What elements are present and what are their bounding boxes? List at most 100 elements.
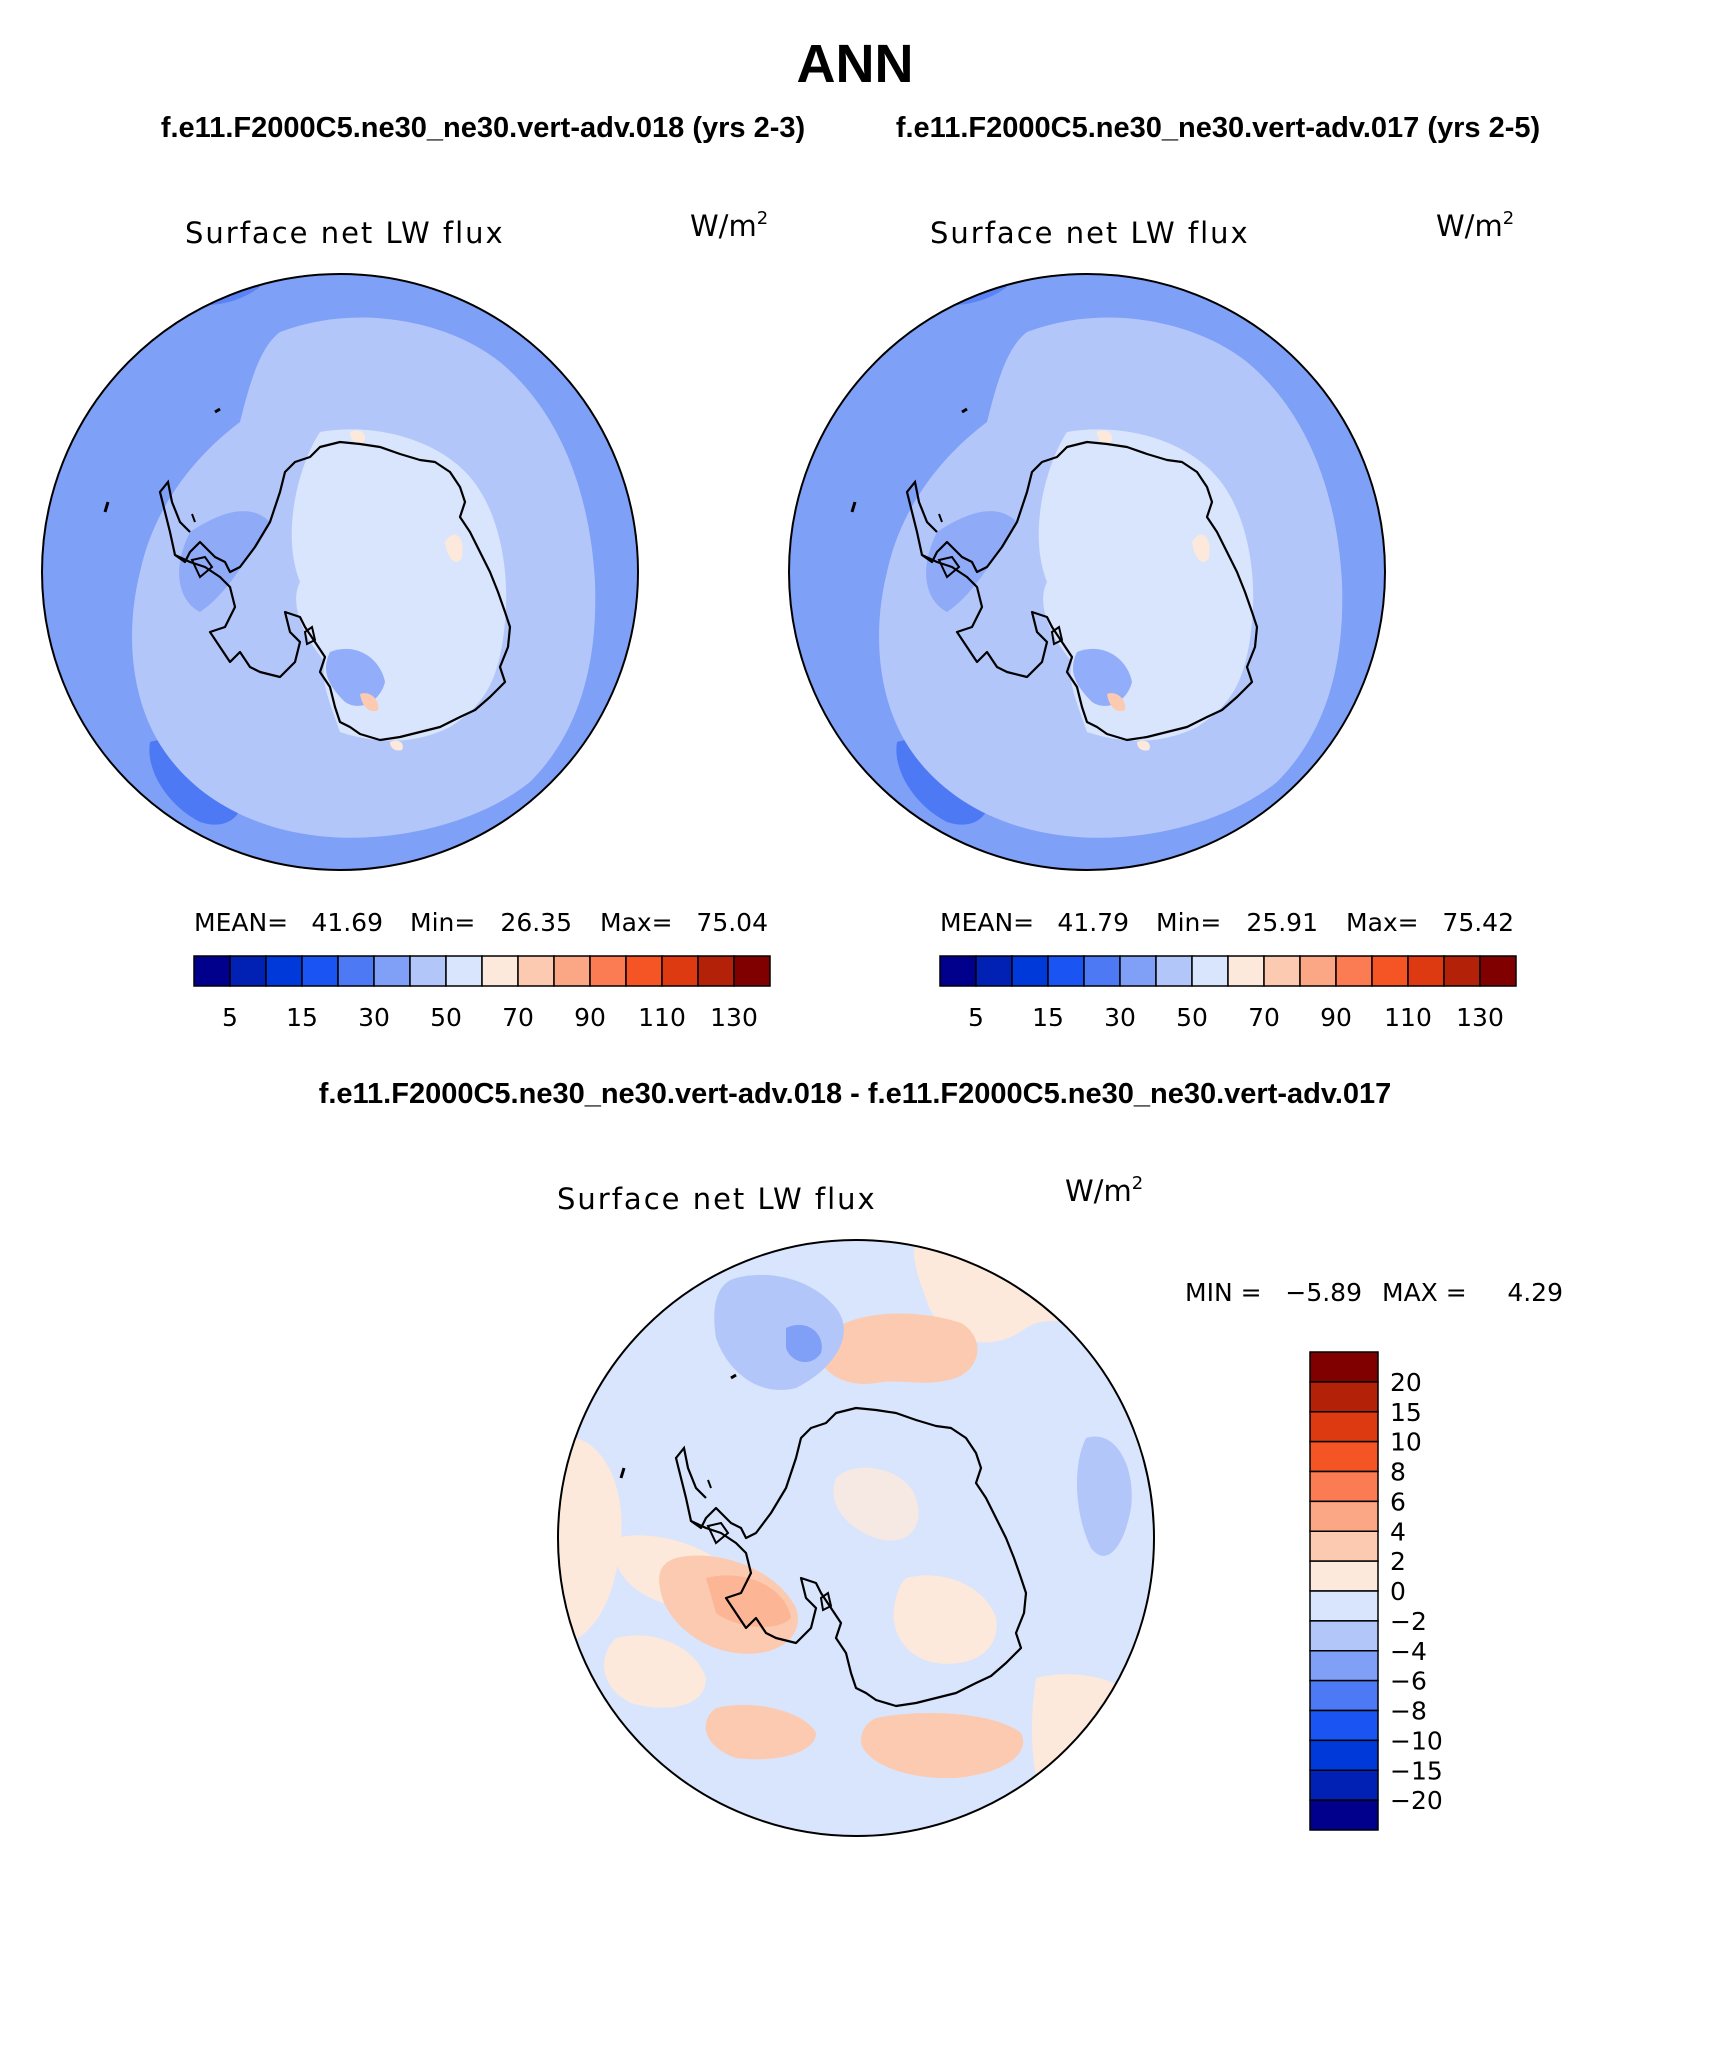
min-label-right: Min= bbox=[1156, 908, 1221, 937]
colorbar-swatch bbox=[1479, 955, 1517, 987]
figure-title: ANN bbox=[797, 34, 914, 94]
colorbar-swatch bbox=[1155, 955, 1193, 987]
panel-left: Surface net LW flux W/m2 MEAN= 41.69 Min… bbox=[41, 208, 771, 1032]
mean-value-right: 41.79 bbox=[1057, 908, 1129, 937]
colorbar-tick-label: −2 bbox=[1390, 1607, 1427, 1636]
max-label-right: Max= bbox=[1346, 908, 1419, 937]
min-value-left: 26.35 bbox=[500, 908, 572, 937]
colorbar-swatch bbox=[373, 955, 411, 987]
colorbar-swatch bbox=[1119, 955, 1157, 987]
colorbar-swatch bbox=[1309, 1650, 1379, 1682]
colorbar-swatch bbox=[445, 955, 483, 987]
colorbar-swatch bbox=[733, 955, 771, 987]
map-right bbox=[789, 274, 1385, 870]
colorbar-swatch bbox=[301, 955, 339, 987]
colorbar-tick-label: 15 bbox=[1390, 1398, 1422, 1427]
colorbar-swatch bbox=[1371, 955, 1409, 987]
colorbar-swatch bbox=[1309, 1709, 1379, 1742]
colorbar-tick-label: 2 bbox=[1390, 1547, 1406, 1576]
colorbar-tick-label: 6 bbox=[1390, 1487, 1406, 1516]
colorbar-tick-label: 90 bbox=[574, 1003, 606, 1032]
colorbar-swatch bbox=[553, 955, 591, 987]
colorbar-swatch bbox=[1227, 955, 1265, 987]
colorbar-swatch bbox=[409, 955, 447, 987]
colorbar-swatch bbox=[1011, 955, 1049, 987]
colorbar-tick-label: 8 bbox=[1390, 1458, 1406, 1487]
colorbar-tick-label: 130 bbox=[1456, 1003, 1504, 1032]
colorbar-swatch bbox=[1309, 1530, 1379, 1562]
colorbar-swatch bbox=[975, 955, 1013, 987]
colorbar-tick-label: 10 bbox=[1390, 1428, 1422, 1457]
diff-max-label: MAX = bbox=[1382, 1278, 1467, 1307]
colorbar-swatch bbox=[1309, 1411, 1379, 1443]
colorbar-tick-label: 0 bbox=[1390, 1577, 1406, 1606]
colorbar-tick-label: 130 bbox=[710, 1003, 758, 1032]
colorbar-left bbox=[193, 955, 771, 987]
colorbar-swatch bbox=[1335, 955, 1373, 987]
case-left-title: f.e11.F2000C5.ne30_ne30.vert-adv.018 (yr… bbox=[161, 112, 805, 144]
colorbar-tick-label: −10 bbox=[1390, 1726, 1443, 1755]
colorbar-swatch bbox=[1299, 955, 1337, 987]
min-value-right: 25.91 bbox=[1246, 908, 1318, 937]
colorbar-left-ticks: 5 15 30 50 70 90 110 130 bbox=[222, 1003, 758, 1032]
colorbar-right-ticks: 5 15 30 50 70 90 110 130 bbox=[968, 1003, 1504, 1032]
colorbar-tick-label: 70 bbox=[502, 1003, 534, 1032]
colorbar-tick-label: 30 bbox=[358, 1003, 390, 1032]
max-label-left: Max= bbox=[600, 908, 673, 937]
colorbar-swatch bbox=[1309, 1440, 1379, 1473]
diff-max-value: 4.29 bbox=[1507, 1278, 1563, 1307]
colorbar-swatch bbox=[1083, 955, 1121, 987]
colorbar-swatch bbox=[661, 955, 699, 987]
colorbar-swatch bbox=[1309, 1560, 1379, 1592]
colorbar-swatch bbox=[1263, 955, 1301, 987]
colorbar-tick-label: −20 bbox=[1390, 1786, 1443, 1815]
case-right-title: f.e11.F2000C5.ne30_ne30.vert-adv.017 (yr… bbox=[896, 112, 1540, 144]
colorbar-tick-label: 90 bbox=[1320, 1003, 1352, 1032]
panel-diff-title: Surface net LW flux bbox=[557, 1182, 877, 1216]
colorbar-tick-label: 5 bbox=[968, 1003, 984, 1032]
mean-value-left: 41.69 bbox=[311, 908, 383, 937]
colorbar-swatch bbox=[1309, 1799, 1379, 1831]
colorbar-tick-label: 15 bbox=[1032, 1003, 1064, 1032]
colorbar-swatch bbox=[1309, 1769, 1379, 1801]
colorbar-tick-label: −15 bbox=[1390, 1756, 1443, 1785]
panel-right-units: W/m2 bbox=[1436, 208, 1514, 243]
colorbar-swatch bbox=[193, 955, 231, 987]
colorbar-swatch bbox=[1309, 1679, 1379, 1712]
panel-left-units: W/m2 bbox=[690, 208, 768, 243]
colorbar-right bbox=[939, 955, 1517, 987]
colorbar-swatch bbox=[625, 955, 663, 987]
colorbar-swatch bbox=[1191, 955, 1229, 987]
map-right-border bbox=[788, 273, 1386, 871]
colorbar-swatch bbox=[939, 955, 977, 987]
colorbar-tick-label: 70 bbox=[1248, 1003, 1280, 1032]
diff-title: f.e11.F2000C5.ne30_ne30.vert-adv.018 - f… bbox=[319, 1078, 1392, 1110]
colorbar-tick-label: 4 bbox=[1390, 1517, 1406, 1546]
panel-diff-units: W/m2 bbox=[1065, 1173, 1143, 1208]
mean-label-right: MEAN= bbox=[940, 908, 1034, 937]
colorbar-tick-label: 5 bbox=[222, 1003, 238, 1032]
colorbar-swatch bbox=[337, 955, 375, 987]
panel-right-title: Surface net LW flux bbox=[930, 216, 1250, 250]
colorbar-swatch bbox=[1309, 1381, 1379, 1413]
panel-right: Surface net LW flux W/m2 MEAN= 41.79 Min… bbox=[788, 208, 1517, 1032]
colorbar-tick-label: 30 bbox=[1104, 1003, 1136, 1032]
panel-diff: Surface net LW flux W/m2 MIN = −5.89 MAX… bbox=[557, 1173, 1563, 1837]
stats-right: MEAN= 41.79 Min= 25.91 Max= 75.42 bbox=[940, 908, 1514, 937]
mean-label-left: MEAN= bbox=[194, 908, 288, 937]
colorbar-swatch bbox=[1309, 1590, 1379, 1622]
colorbar-swatch bbox=[697, 955, 735, 987]
map-left-border bbox=[41, 273, 639, 871]
colorbar-swatch bbox=[481, 955, 519, 987]
colorbar-tick-label: 20 bbox=[1390, 1368, 1422, 1397]
panel-left-title: Surface net LW flux bbox=[185, 216, 505, 250]
colorbar-tick-label: 50 bbox=[1176, 1003, 1208, 1032]
max-value-left: 75.04 bbox=[696, 908, 768, 937]
map-left bbox=[42, 274, 638, 870]
colorbar-tick-label: 15 bbox=[286, 1003, 318, 1032]
colorbar-swatch bbox=[1047, 955, 1085, 987]
colorbar-swatch bbox=[1407, 955, 1445, 987]
colorbar-swatch bbox=[229, 955, 267, 987]
colorbar-swatch bbox=[1309, 1739, 1379, 1771]
min-label-left: Min= bbox=[410, 908, 475, 937]
